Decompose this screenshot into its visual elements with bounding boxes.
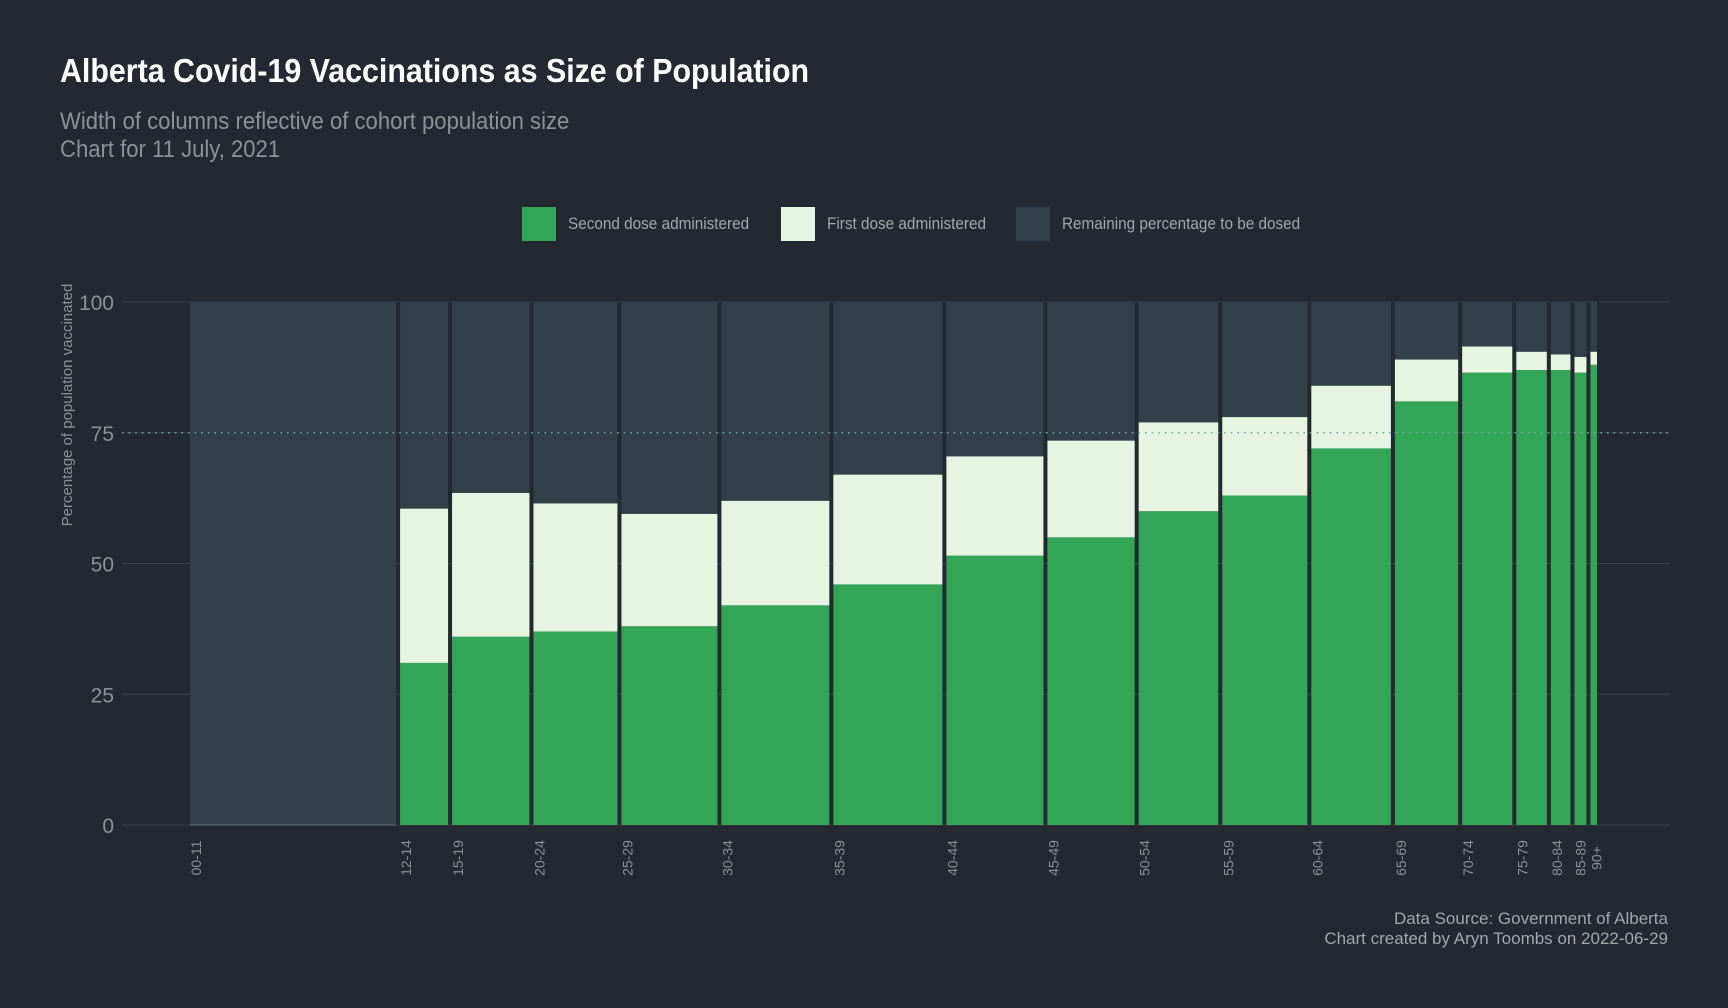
- x-tick-label-55-59: 55-59: [1220, 840, 1236, 876]
- bar-45-49-first-dose: [1047, 440, 1135, 538]
- bar-40-44-first-dose: [946, 456, 1044, 556]
- bar-80-84-second-dose: [1550, 369, 1571, 825]
- legend-item-remaining: Remaining percentage to be dosed: [1015, 207, 1327, 241]
- x-tick-label-35-39: 35-39: [831, 840, 847, 876]
- legend-swatch-remaining: [1015, 207, 1050, 241]
- bar-85-89-remaining: [1574, 302, 1587, 357]
- x-tick-label-65-69: 65-69: [1393, 840, 1409, 876]
- bar-60-64-remaining: [1311, 302, 1391, 386]
- x-tick-label-85-89: 85-89: [1572, 840, 1588, 876]
- x-tick-label-30-34: 30-34: [719, 840, 735, 876]
- bar-75-79-second-dose: [1516, 369, 1547, 825]
- bar-20-24-second-dose: [533, 631, 618, 825]
- bar-30-34-first-dose: [721, 500, 830, 606]
- bar-85-89-second-dose: [1574, 372, 1587, 825]
- bar-12-14-remaining: [400, 302, 449, 509]
- author-note: Chart created by Aryn Toombs on 2022-06-…: [1324, 929, 1668, 948]
- bar-70-74-remaining: [1462, 302, 1513, 347]
- bar-55-59-remaining: [1222, 302, 1308, 418]
- y-tick-label-50: 50: [91, 554, 114, 577]
- bar-15-19-remaining: [452, 302, 530, 493]
- bar-00-11-remaining: [190, 302, 397, 825]
- bar-90+-first-dose: [1590, 351, 1597, 365]
- chart-title: Alberta Covid-19 Vaccinations as Size of…: [60, 52, 810, 89]
- bar-60-64-second-dose: [1311, 448, 1391, 825]
- subtitle-line-1: Width of columns reflective of cohort po…: [60, 108, 570, 135]
- bar-25-29-remaining: [621, 302, 718, 514]
- bar-25-29-first-dose: [621, 513, 718, 627]
- x-tick-label-12-14: 12-14: [398, 840, 414, 876]
- y-tick-label-0: 0: [102, 815, 114, 838]
- bar-40-44-second-dose: [946, 555, 1044, 825]
- bar-35-39-remaining: [833, 302, 943, 475]
- legend-swatch-first-dose: [781, 207, 816, 241]
- bar-75-79-remaining: [1516, 302, 1547, 352]
- bar-12-14-first-dose: [400, 508, 449, 663]
- bar-65-69-first-dose: [1394, 359, 1459, 402]
- x-tick-label-50-54: 50-54: [1137, 840, 1153, 876]
- bar-80-84-remaining: [1550, 302, 1571, 355]
- bar-65-69-second-dose: [1394, 401, 1459, 825]
- bar-30-34-remaining: [721, 302, 830, 501]
- legend-label-remaining: Remaining percentage to be dosed: [1061, 214, 1301, 233]
- x-tick-label-90+: 90+: [1588, 846, 1604, 870]
- legend-item-first-dose: First dose administered: [781, 207, 1004, 241]
- legend-item-second-dose: Second dose administered: [522, 207, 769, 241]
- bar-15-19-second-dose: [452, 636, 530, 825]
- x-tick-label-40-44: 40-44: [944, 840, 960, 876]
- subtitle-line-2: Chart for 11 July, 2021: [60, 136, 281, 163]
- y-axis-label: Percentage of population vaccinated: [59, 284, 76, 527]
- data-source-note: Data Source: Government of Alberta: [1393, 909, 1668, 928]
- bar-15-19-first-dose: [452, 492, 530, 637]
- chart-subtitle: Width of columns reflective of cohort po…: [60, 108, 569, 164]
- bar-35-39-second-dose: [833, 584, 943, 825]
- bar-70-74-first-dose: [1462, 346, 1513, 373]
- bar-65-69-remaining: [1394, 302, 1459, 360]
- caption: Data Source: Government of Alberta Chart…: [1324, 909, 1668, 949]
- bar-25-29-second-dose: [621, 626, 718, 825]
- bar-50-54-remaining: [1138, 302, 1219, 423]
- y-tick-label-75: 75: [91, 423, 114, 446]
- y-tick-label-25: 25: [91, 684, 114, 707]
- bar-85-89-first-dose: [1574, 356, 1587, 373]
- x-tick-label-20-24: 20-24: [531, 840, 547, 876]
- x-tick-label-00-11: 00-11: [188, 840, 204, 875]
- y-tick-label-100: 100: [79, 292, 114, 315]
- legend-label-first-dose: First dose administered: [827, 214, 987, 233]
- bar-35-39-first-dose: [833, 474, 943, 585]
- bar-20-24-first-dose: [533, 503, 618, 632]
- bar-20-24-remaining: [533, 302, 618, 504]
- x-tick-label-15-19: 15-19: [450, 840, 466, 876]
- bar-90+-second-dose: [1590, 364, 1597, 825]
- bar-50-54-first-dose: [1138, 422, 1219, 512]
- bar-55-59-second-dose: [1222, 495, 1308, 825]
- bar-90+-remaining: [1590, 302, 1597, 352]
- bar-80-84-first-dose: [1550, 354, 1571, 370]
- bar-60-64-first-dose: [1311, 385, 1391, 449]
- legend-label-second-dose: Second dose administered: [568, 214, 750, 233]
- x-tick-label-25-29: 25-29: [619, 840, 635, 876]
- legend: Second dose administered First dose admi…: [522, 207, 1339, 241]
- x-tick-label-75-79: 75-79: [1514, 840, 1530, 876]
- bar-30-34-second-dose: [721, 605, 830, 825]
- legend-swatch-second-dose: [522, 207, 556, 241]
- bar-55-59-first-dose: [1222, 417, 1308, 496]
- x-tick-label-80-84: 80-84: [1549, 840, 1565, 876]
- bar-40-44-remaining: [946, 302, 1044, 457]
- bar-45-49-second-dose: [1047, 537, 1135, 825]
- bar-45-49-remaining: [1047, 302, 1135, 441]
- bar-50-54-second-dose: [1138, 511, 1219, 825]
- bar-70-74-second-dose: [1462, 372, 1513, 825]
- x-tick-label-60-64: 60-64: [1309, 840, 1325, 876]
- bar-12-14-second-dose: [400, 662, 449, 825]
- bar-75-79-first-dose: [1516, 351, 1547, 370]
- x-tick-label-45-49: 45-49: [1045, 840, 1061, 876]
- x-tick-label-70-74: 70-74: [1460, 840, 1476, 876]
